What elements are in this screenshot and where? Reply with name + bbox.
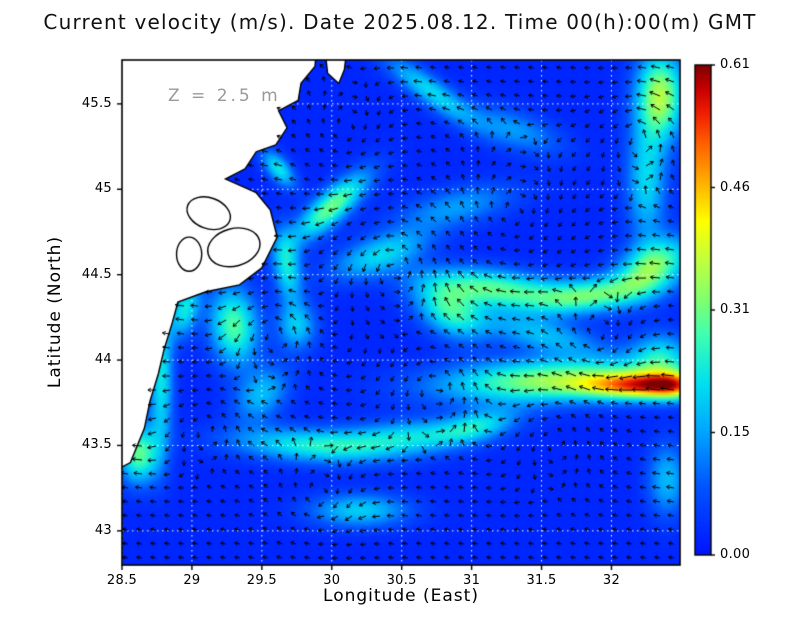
depth-annotation: Z = 2.5 m bbox=[168, 86, 281, 106]
x-axis-label: Longitude (East) bbox=[323, 586, 479, 606]
colorbar-tick-label: 0.15 bbox=[720, 424, 751, 440]
x-tick-label: 30 bbox=[323, 573, 341, 588]
colorbar-tick-label: 0.61 bbox=[720, 57, 751, 72]
y-tick-label: 45 bbox=[94, 181, 112, 197]
x-tick-label: 29.5 bbox=[246, 573, 277, 588]
x-tick-label: 31 bbox=[463, 573, 481, 588]
y-tick-label: 44.5 bbox=[81, 266, 112, 282]
y-axis-label: Latitude (North) bbox=[45, 235, 65, 389]
y-tick-label: 44 bbox=[94, 352, 112, 368]
x-tick-label: 29 bbox=[183, 573, 201, 588]
x-tick-label: 31.5 bbox=[526, 573, 557, 588]
x-tick-label: 30.5 bbox=[386, 573, 417, 588]
colorbar-tick-label: 0.31 bbox=[720, 302, 751, 317]
colorbar-tick-label: 0.00 bbox=[720, 547, 751, 562]
colorbar-tick-label: 0.46 bbox=[720, 179, 751, 195]
chart-title: Current velocity (m/s). Date 2025.08.12.… bbox=[43, 10, 757, 34]
y-tick-label: 45.5 bbox=[81, 95, 112, 111]
x-tick-label: 32 bbox=[602, 573, 621, 588]
y-tick-label: 43.5 bbox=[81, 437, 112, 453]
y-tick-label: 43 bbox=[94, 522, 112, 538]
x-tick-label: 28.5 bbox=[106, 573, 138, 588]
